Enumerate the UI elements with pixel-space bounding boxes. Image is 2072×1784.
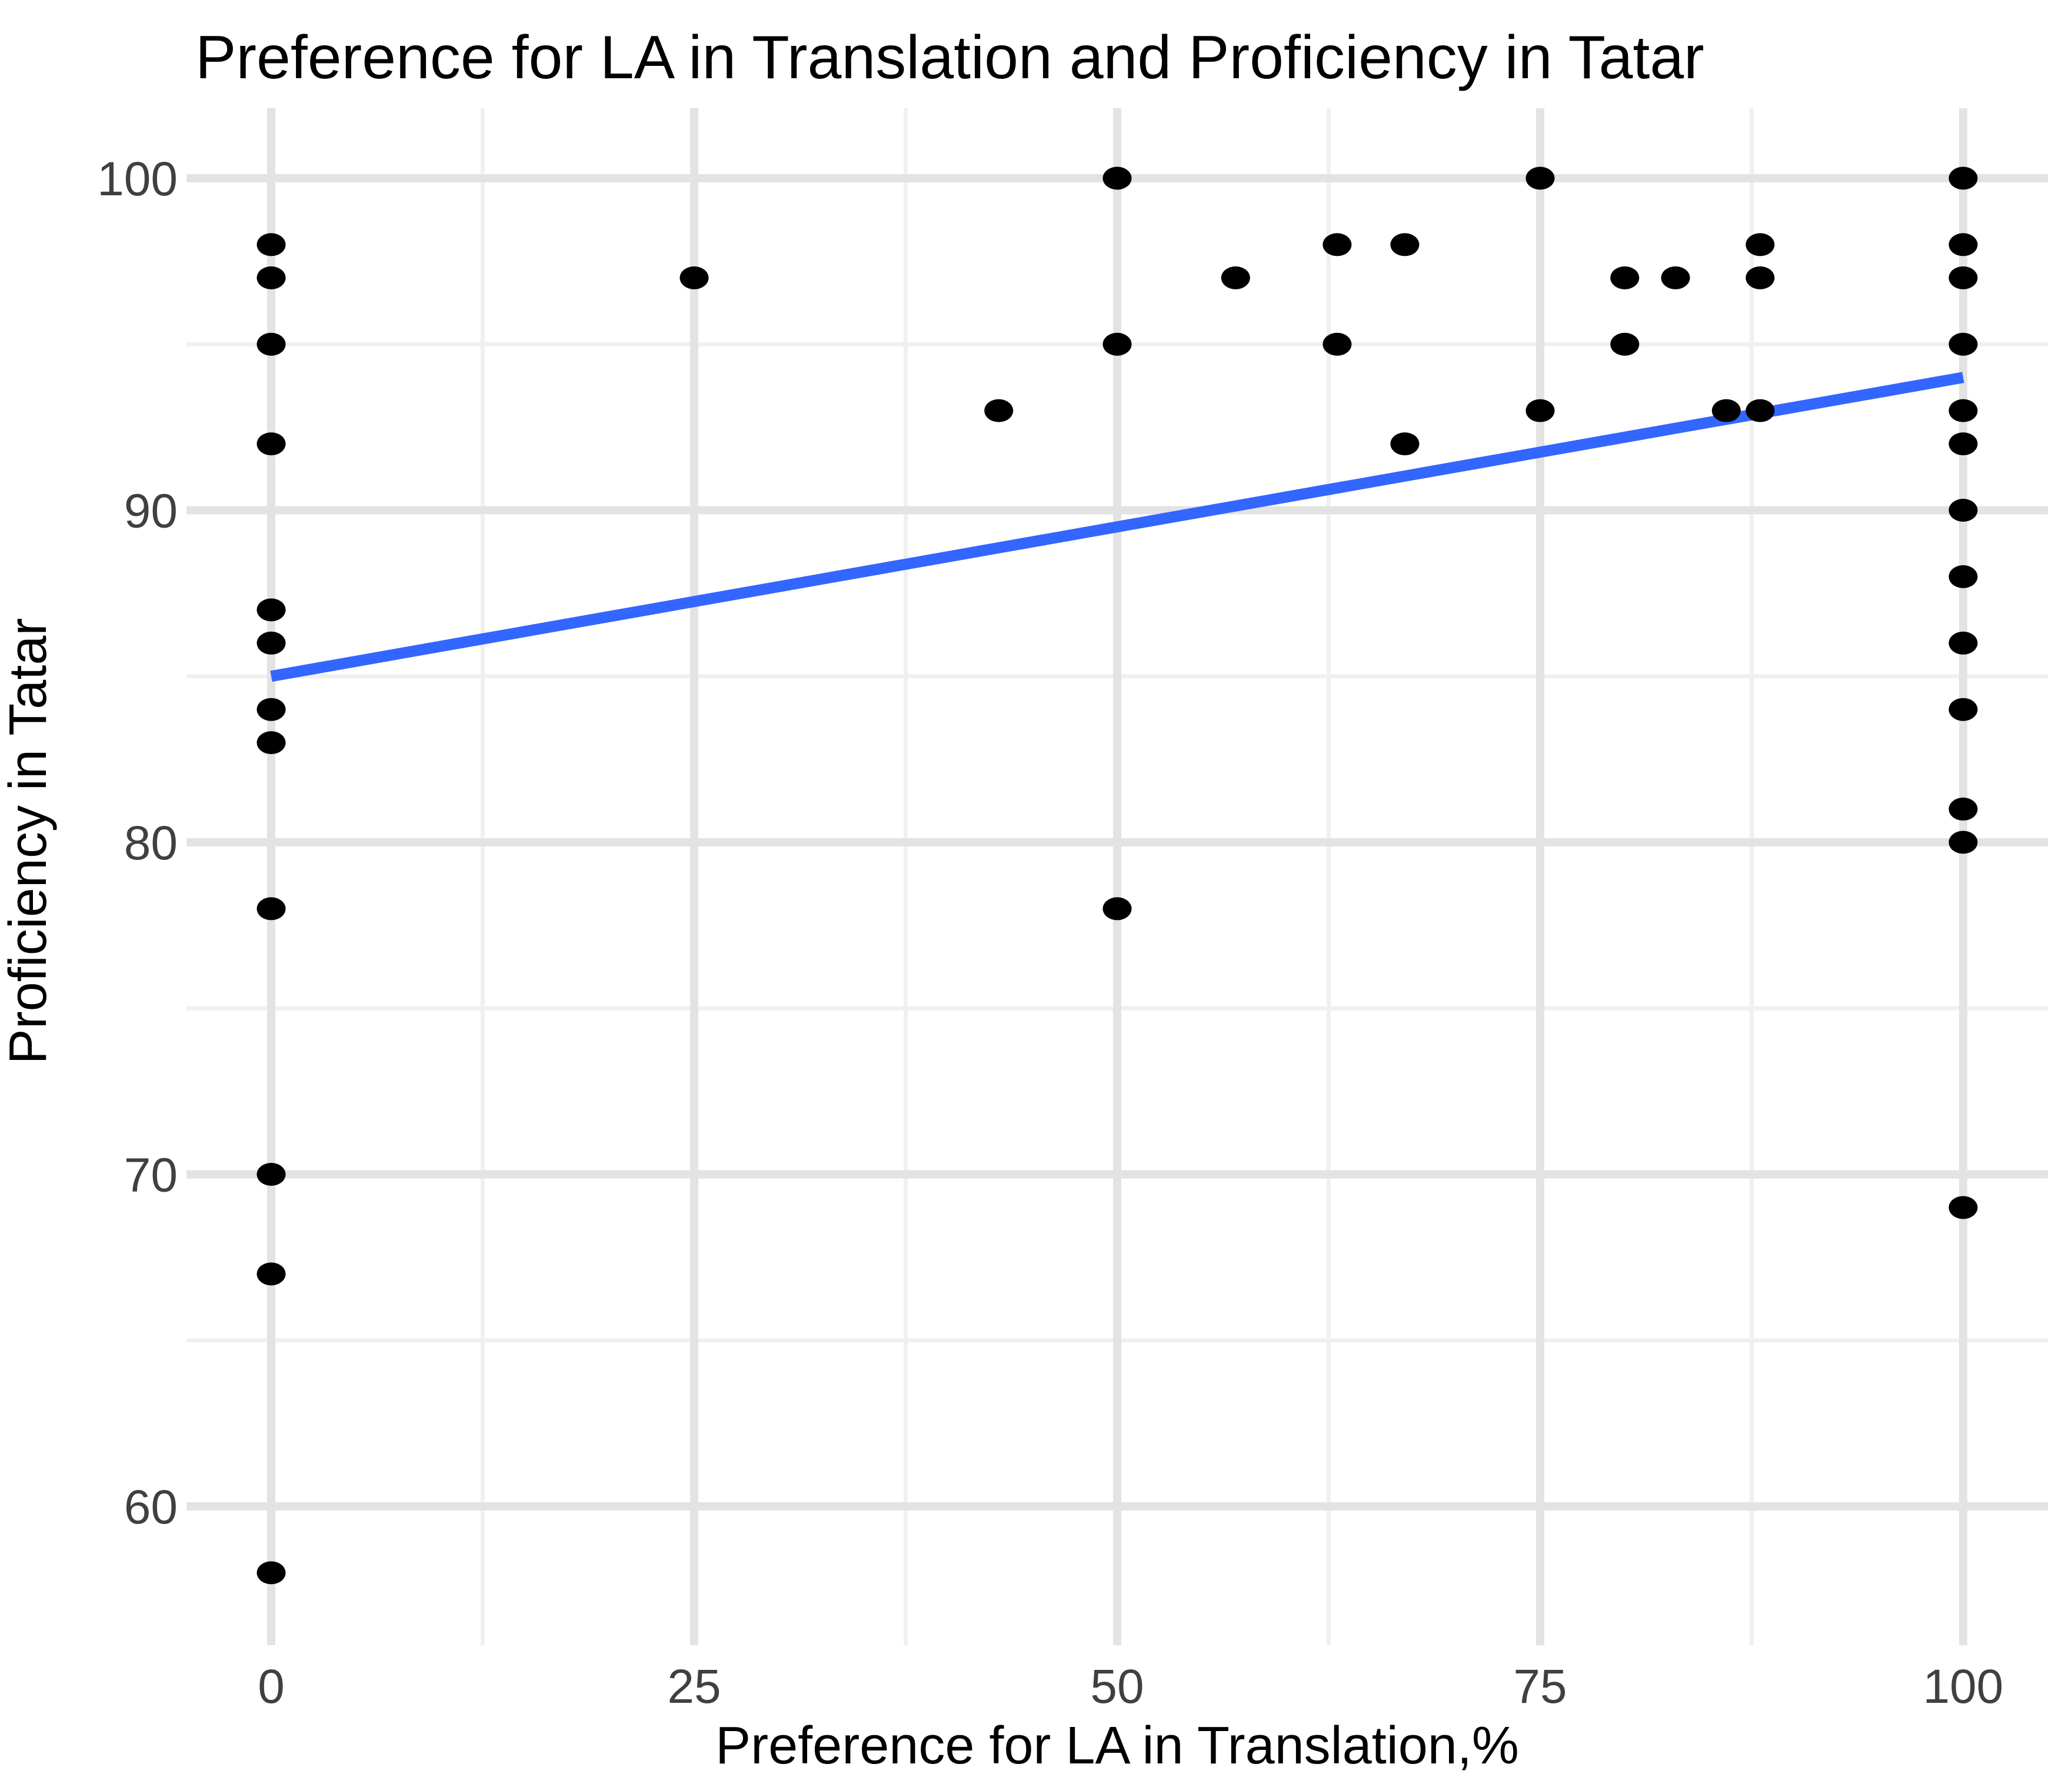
data-point [256,631,286,655]
data-point [1102,166,1132,190]
data-point [256,332,286,356]
data-point [1390,233,1420,256]
data-point [1323,233,1352,256]
y-tick-label: 90 [124,485,178,538]
data-point [1948,1196,1978,1219]
data-point [256,598,286,622]
data-point [1221,266,1250,289]
data-point [1661,266,1690,289]
y-axis-title: Proficiency in Tatar [0,618,58,1065]
data-point [256,233,286,256]
data-point [1745,266,1775,289]
data-point [1525,399,1555,422]
y-tick-label: 60 [124,1480,178,1534]
data-point [1948,166,1978,190]
data-point [1610,266,1640,289]
data-point [1102,332,1132,356]
data-point [256,432,286,456]
data-point [256,1262,286,1286]
x-axis-title: Preference for LA in Translation,% [715,1716,1519,1775]
data-point [1948,233,1978,256]
y-tick-label: 100 [97,152,178,206]
data-point [1610,332,1640,356]
chart-title: Preference for LA in Translation and Pro… [195,24,1704,92]
x-tick-label: 75 [1513,1660,1567,1713]
data-point [256,897,286,921]
data-point [1948,499,1978,522]
y-tick-label: 80 [124,816,178,870]
y-tick-label: 70 [124,1149,178,1202]
data-point [984,399,1014,422]
data-point [256,698,286,721]
x-tick-label: 100 [1923,1660,2004,1713]
data-point [1948,399,1978,422]
data-point [1525,166,1555,190]
data-point [256,731,286,755]
trend-line-layer [270,372,1964,682]
data-point [256,266,286,289]
data-point [1948,798,1978,821]
x-tick-label: 25 [667,1660,721,1713]
data-points-layer [256,166,1978,1585]
data-point [1323,332,1352,356]
data-point [1948,432,1978,456]
data-point [1948,565,1978,588]
data-point [1948,698,1978,721]
data-point [1948,332,1978,356]
tick-labels: 60 70 80 90 100 0 25 50 75 100 [97,152,2003,1713]
data-point [1711,399,1741,422]
data-point [256,1163,286,1186]
data-point [1948,831,1978,854]
data-point [1948,266,1978,289]
data-point [1390,432,1420,456]
data-point [679,266,709,289]
x-tick-label: 0 [258,1660,285,1713]
data-point [1948,631,1978,655]
x-tick-label: 50 [1090,1660,1144,1713]
trend-line [270,372,1964,682]
data-point [1102,897,1132,921]
data-point [1745,233,1775,256]
data-point [256,1561,286,1585]
data-point [1745,399,1775,422]
